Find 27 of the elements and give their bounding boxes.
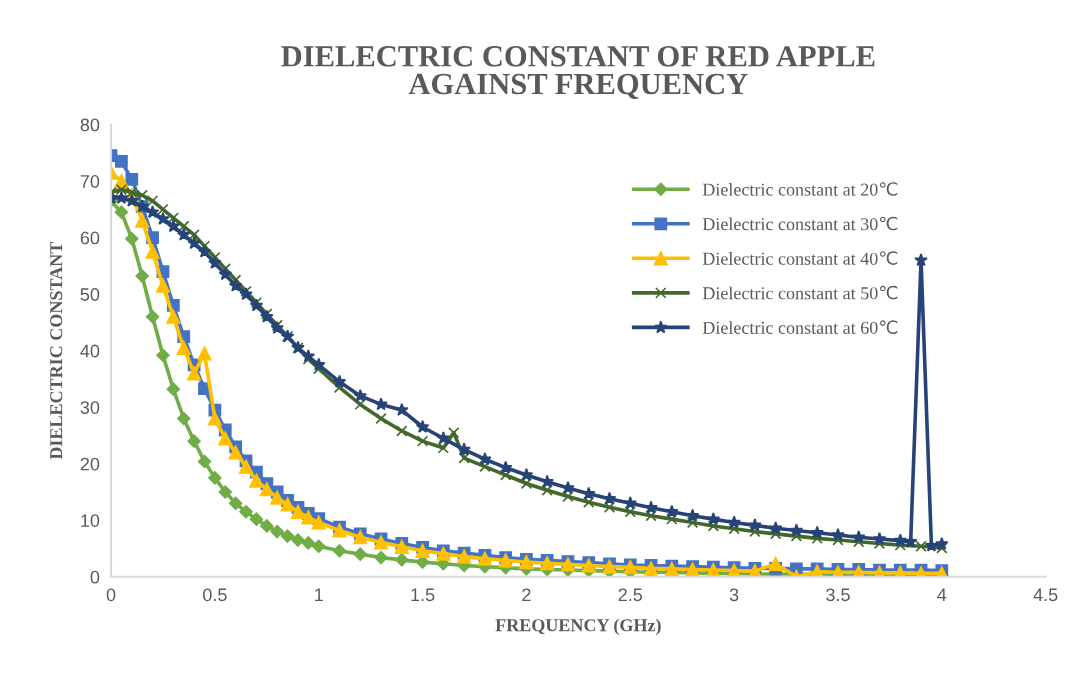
x-tick-label: 3 — [729, 588, 739, 602]
x-tick-label: 1.5 — [411, 588, 435, 602]
x-tick-label: 2.5 — [618, 588, 643, 602]
y-tick-label: 0 — [90, 570, 100, 584]
y-tick-label: 50 — [80, 288, 100, 301]
y-axis-title: DIELECTRIC CONSTANT — [50, 242, 63, 460]
x-tick-label: 4.5 — [1033, 588, 1058, 602]
y-tick-label: 20 — [80, 457, 100, 471]
x-tick-label: 4 — [937, 588, 947, 601]
chart-title: DIELECTRIC CONSTANT OF RED APPLE AGAINST FREQUENCY — [281, 46, 875, 99]
y-tick-label: 30 — [80, 401, 100, 414]
y-tick-label: 60 — [80, 231, 100, 245]
x-tick-label: 0.5 — [203, 588, 227, 602]
y-tick-label: 40 — [80, 344, 100, 358]
legend-label: Dielectric constant at 60℃ — [702, 320, 898, 334]
y-tick-label: 80 — [80, 118, 100, 132]
y-tick-label: 70 — [80, 175, 100, 188]
legend-label: Dielectric constant at 50℃ — [702, 285, 898, 300]
y-tick-label: 10 — [81, 514, 100, 527]
legend-label: Dielectric constant at 20℃ — [702, 182, 898, 196]
legend-label: Dielectric constant at 30℃ — [702, 216, 898, 231]
x-tick-label: 0 — [106, 588, 116, 602]
x-tick-label: 2 — [522, 588, 531, 601]
x-axis-title: FREQUENCY (GHz) — [495, 618, 661, 636]
legend-label: Dielectric constant at 40℃ — [702, 251, 898, 265]
x-tick-label: 3.5 — [826, 588, 850, 602]
x-tick-label: 1 — [315, 588, 323, 601]
